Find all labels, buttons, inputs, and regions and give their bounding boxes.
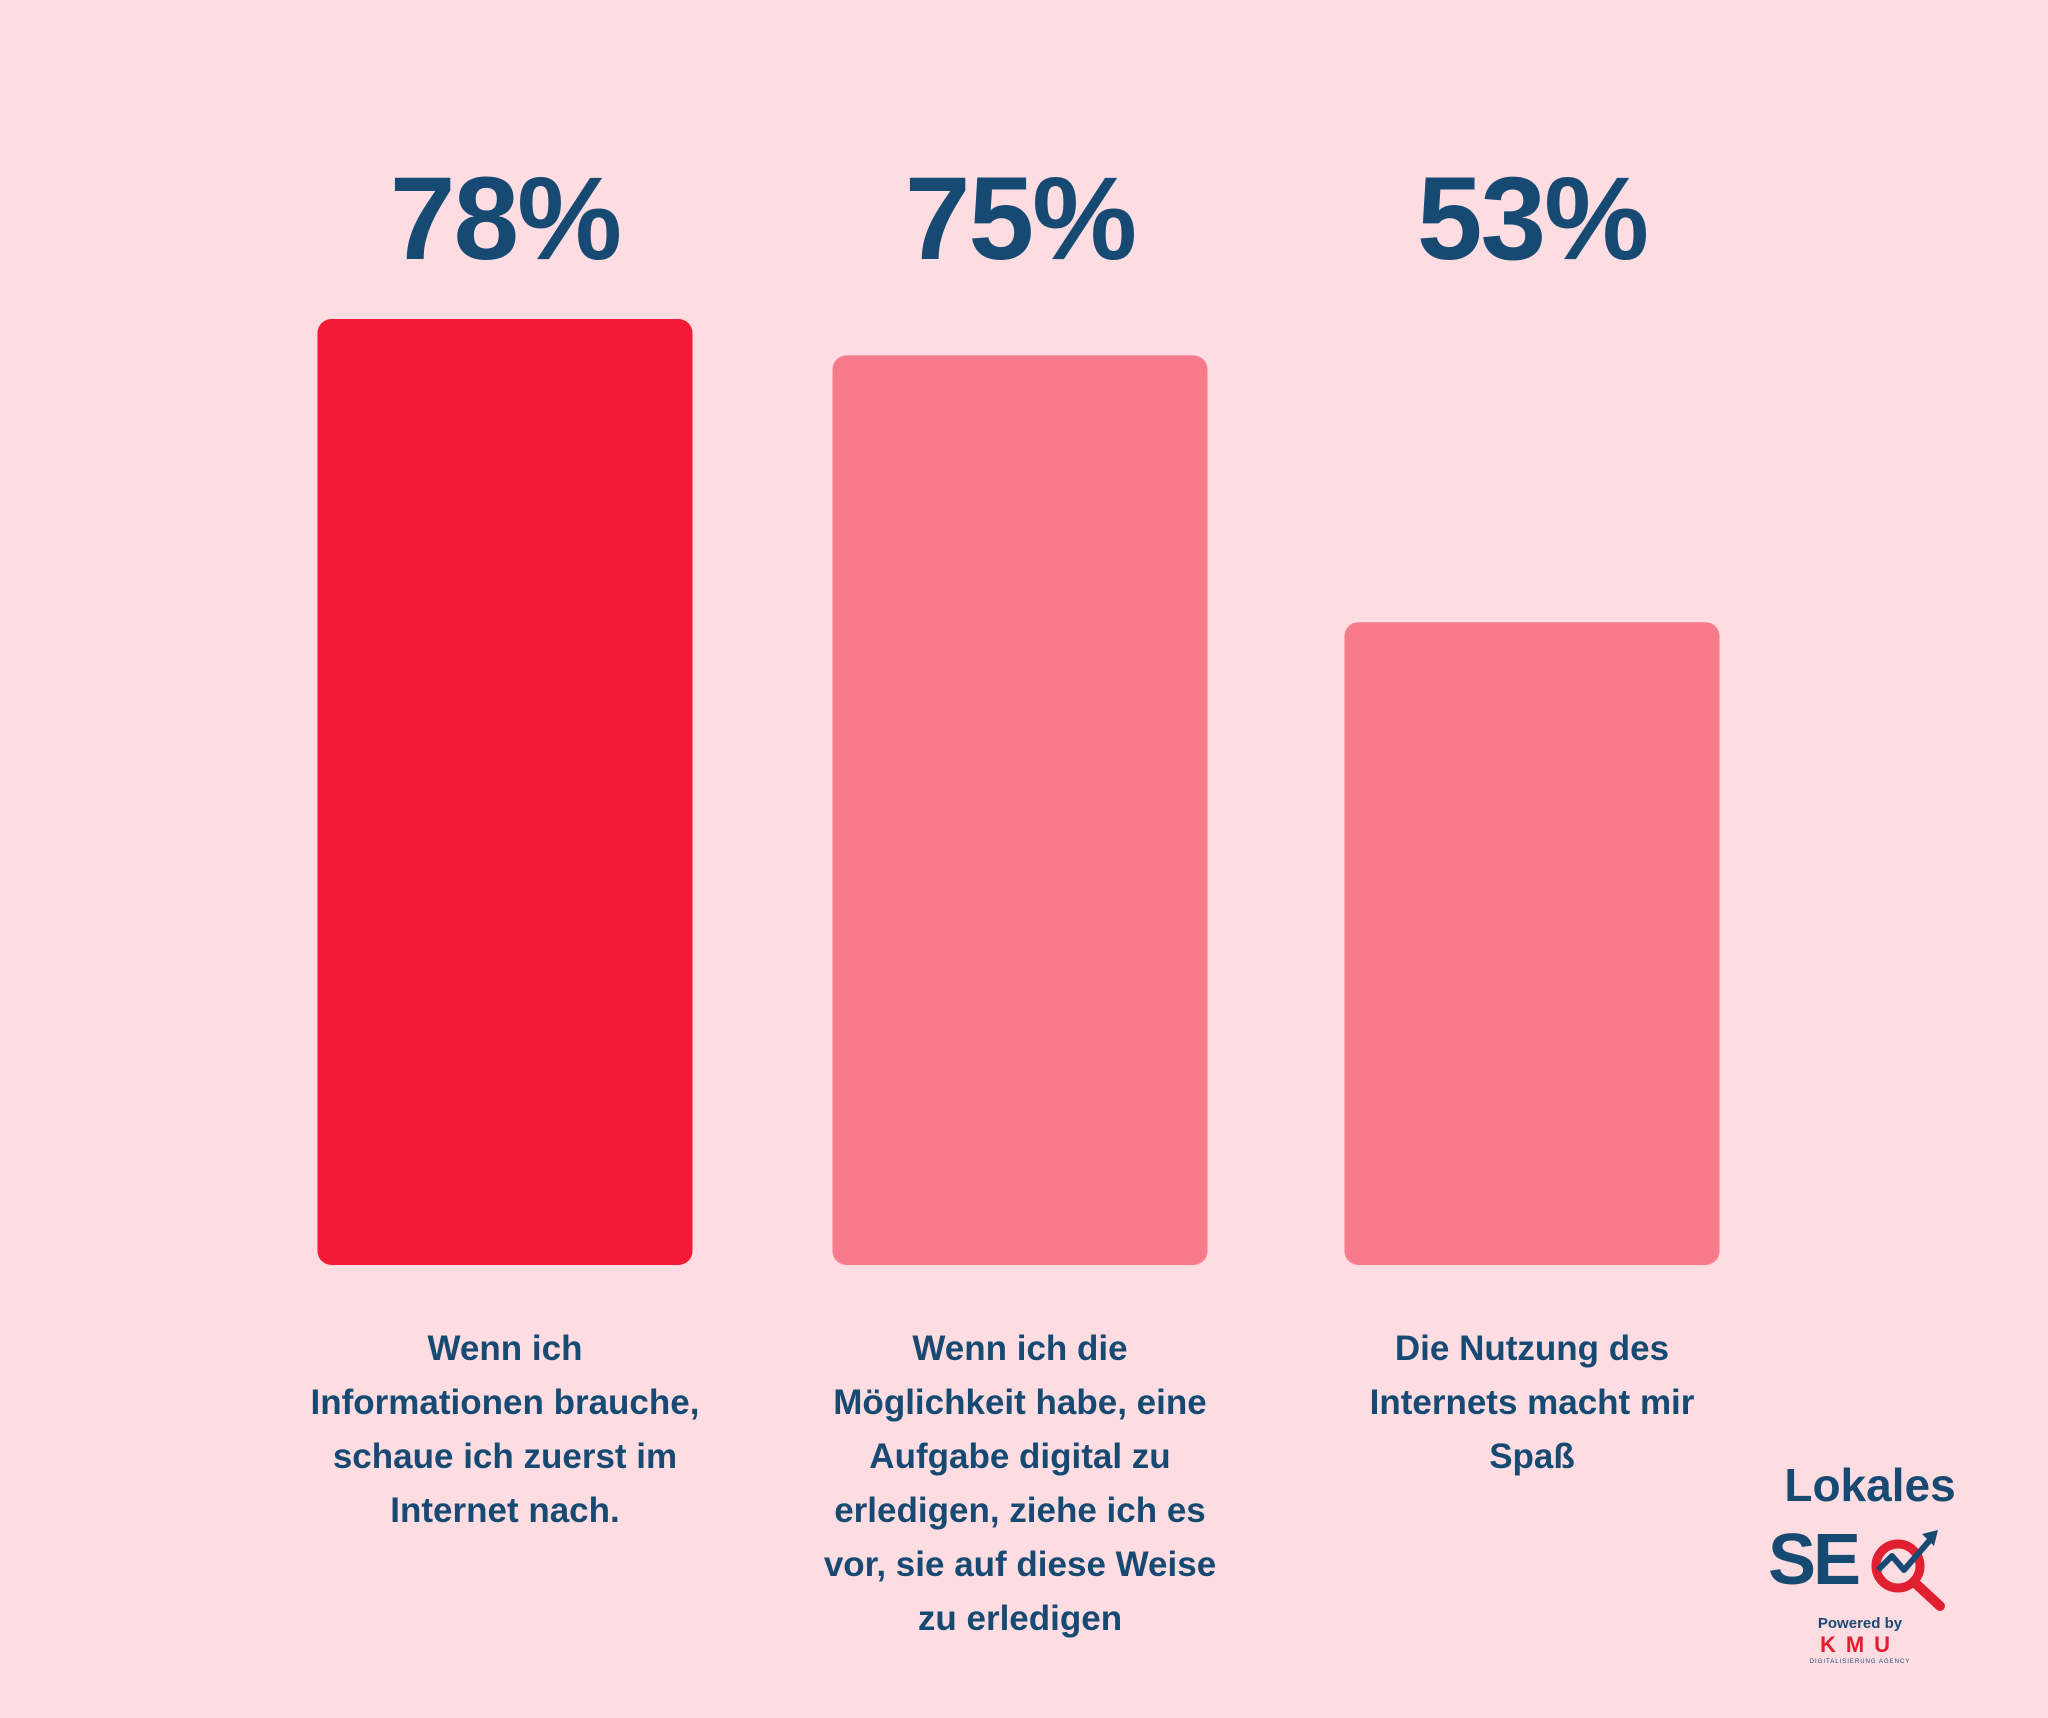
bar-1 [317,319,693,1265]
category-label-line: zu erledigen [917,1599,1123,1638]
category-label-line: Spaß [1489,1437,1575,1476]
category-label-line: Möglichkeit habe, eine [833,1383,1207,1422]
logo-tagline: DIGITALISIERUNG AGENCY [1809,1659,1911,1665]
category-label-2: Wenn ich die Möglichkeit habe, eine Aufgab… [810,1322,1230,1646]
magnifier-trend-icon [1871,1530,1945,1611]
value-label-1: 78% [389,153,622,285]
logo-seo-text: SE [1768,1520,1861,1600]
logo-brand: KMU [1819,1632,1901,1657]
category-label-line: Wenn ich [427,1329,583,1368]
value-label-3: 53% [1416,153,1649,285]
category-label-line: Internet nach. [390,1491,620,1530]
bar-3 [1344,622,1720,1265]
category-label-3: Die Nutzung des Internets macht mir Spaß [1322,1322,1742,1484]
value-label-2: 75% [904,153,1137,285]
category-label-line: schaue ich zuerst im [332,1437,678,1476]
category-label-line: vor, sie auf diese Weise [823,1545,1217,1584]
lokales-seo-logo: Lokales SE Powered by KMU DIGITALISIERUN… [1760,1462,2000,1672]
logo-title: Lokales [1784,1459,1956,1511]
logo-powered-by: Powered by [1817,1615,1903,1632]
category-label-line: Die Nutzung des [1394,1329,1670,1368]
bar-2 [832,355,1208,1265]
category-label-line: erledigen, ziehe ich es [834,1491,1206,1530]
category-label-line: Informationen brauche, [310,1383,700,1422]
category-label-1: Wenn ich Informationen brauche, schaue ich… [295,1322,715,1538]
category-label-line: Wenn ich die [912,1329,1128,1368]
category-label-line: Aufgabe digital zu [869,1437,1171,1476]
category-label-line: Internets macht mir [1369,1383,1695,1422]
